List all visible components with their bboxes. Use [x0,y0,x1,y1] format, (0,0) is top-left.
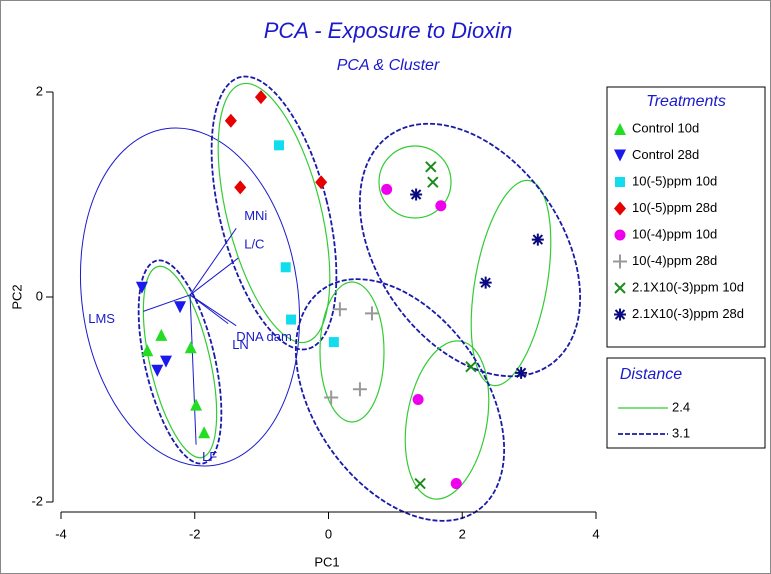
legend-title: Treatments [646,93,726,110]
cluster-outline [319,281,385,423]
loading-vector [143,294,191,312]
point [159,355,172,368]
y-tick-label: 0 [36,288,43,303]
point [254,90,267,105]
point [414,477,426,490]
legend-marker [614,149,626,162]
y-tick-label: -2 [31,493,43,508]
vector-label: DNA dam [236,329,292,344]
point [324,390,339,405]
vector-label: L/C [244,236,264,251]
point [332,302,347,317]
point [315,175,328,190]
legend-marker [613,254,627,269]
legend-label: 2.1X10(-3)ppm 28d [632,306,744,321]
point [155,328,168,341]
x-tick-label: 2 [459,526,466,541]
cluster-outline [217,82,331,344]
vector-label: MNi [244,208,267,223]
x-tick-label: 4 [592,526,599,541]
point [412,394,424,405]
vector-label: LN [232,337,249,352]
point [286,314,297,325]
point [531,233,544,246]
loading-vector [189,257,239,296]
cluster-outline [142,265,218,459]
distance-legend-label: 2.4 [672,399,690,414]
point [465,360,477,373]
point [141,344,154,357]
cluster-outline [378,145,452,219]
point [352,382,367,397]
x-tick-label: -4 [55,526,67,541]
loading-vector [189,294,197,445]
point [135,281,148,294]
legend-label: 10(-5)ppm 10d [632,173,717,188]
point [328,337,339,348]
cluster-outline [294,278,506,522]
point [234,180,247,195]
vector-label: LMS [88,311,115,326]
point [381,183,393,195]
point [364,306,379,321]
x-tick-label: -2 [189,526,201,541]
legend-marker [614,282,626,294]
legend-label: 10(-4)ppm 10d [632,226,717,241]
point [224,113,237,128]
legend-label: 10(-5)ppm 28d [632,200,717,215]
chart-subtitle: PCA & Cluster [337,57,440,74]
legend-marker [614,123,626,135]
point [425,161,437,173]
point [151,364,164,377]
legend-marker [614,308,626,321]
point [435,200,447,212]
legend-marker [615,177,625,187]
point [280,262,291,273]
distance-legend-title: Distance [620,366,682,383]
distance-legend-label: 3.1 [672,425,690,440]
point [190,398,203,411]
y-tick-label: 2 [36,83,43,98]
point [174,301,187,314]
cluster-outline [137,259,223,465]
clusters [79,75,582,522]
legend-marker [614,229,626,241]
cluster-outline [404,340,490,500]
point [198,426,211,439]
cluster-outline [470,179,552,387]
loading-vector [189,228,237,296]
legend-label: Control 10d [632,120,699,135]
legend-label: 10(-4)ppm 28d [632,253,717,268]
point [274,140,285,151]
x-axis-label: PC1 [314,554,339,569]
loading-vector [189,294,237,327]
legend-box [606,86,766,348]
cluster-outline [358,122,582,378]
cluster-outline [210,75,338,351]
vector-label: LF [202,449,217,464]
point [515,366,528,379]
legend-label: Control 28d [632,147,699,162]
y-axis-label: PC2 [9,284,24,309]
distance-legend-box [606,357,766,449]
point [184,341,197,354]
x-tick-label: 0 [325,526,332,541]
chart-title: PCA - Exposure to Dioxin [264,18,513,43]
point [450,478,462,490]
vector-circle [79,127,301,467]
legend-marker [614,201,626,216]
legend-label: 2.1X10(-3)ppm 10d [632,279,744,294]
point [479,276,492,289]
point [427,176,439,188]
point [410,188,423,201]
